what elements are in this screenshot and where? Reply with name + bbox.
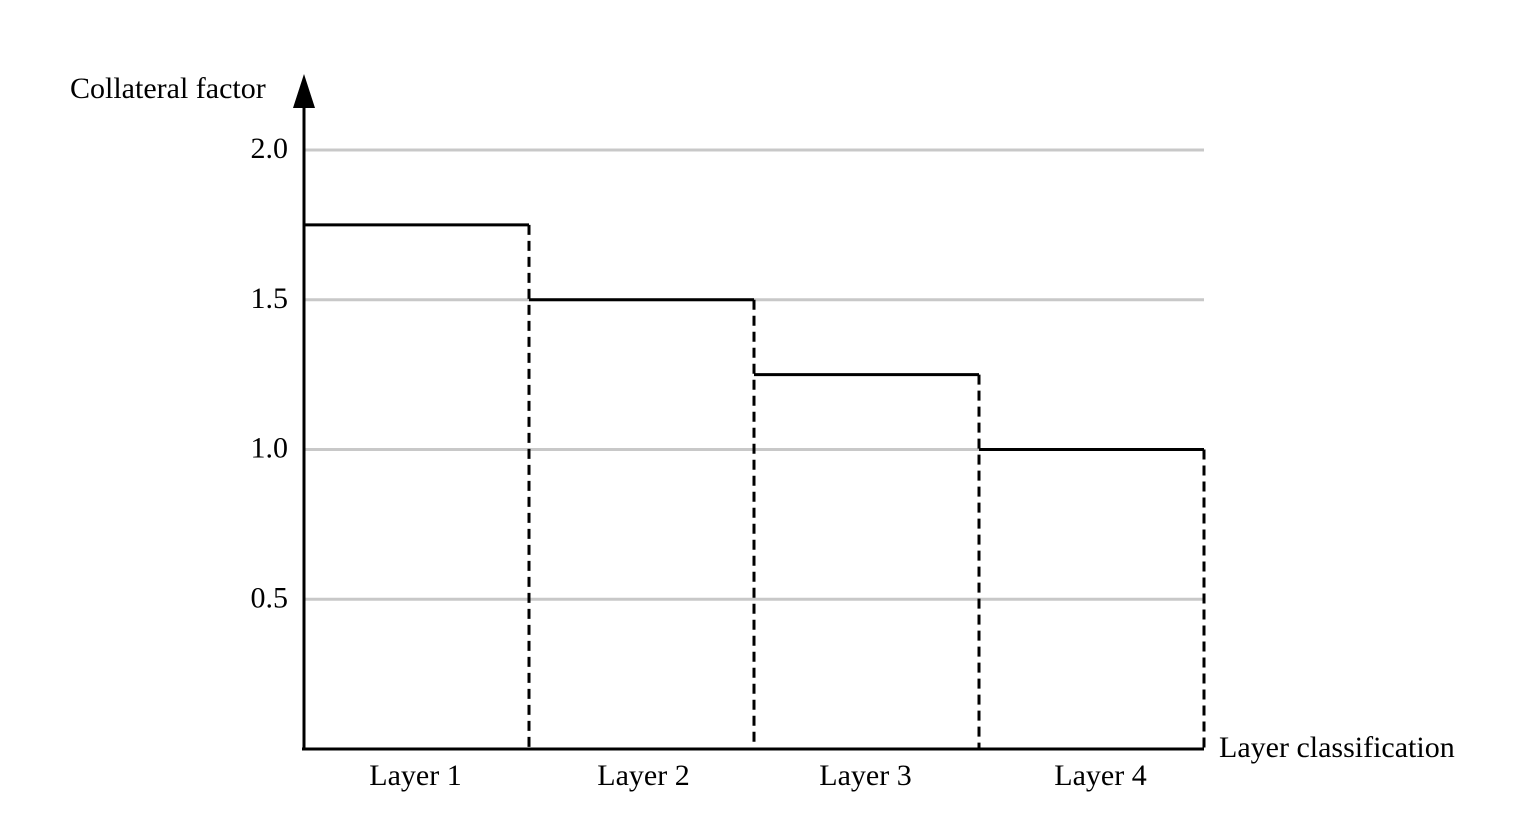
y-tick-label: 2.0 [251,132,289,165]
x-tick-label: Layer 2 [597,759,689,792]
step-bars [304,223,1206,749]
x-tick-labels: Layer 1 Layer 2 Layer 3 Layer 4 [369,759,1146,792]
x-axis-title: Layer classification [1219,731,1455,764]
y-axis-title: Collateral factor [70,72,266,105]
x-tick-label: Layer 4 [1054,759,1146,792]
y-tick-labels: 0.5 1.0 1.5 2.0 [251,132,289,614]
y-axis-arrow-icon [293,74,315,108]
y-tick-label: 1.5 [251,282,289,315]
x-tick-label: Layer 1 [369,759,461,792]
y-tick-label: 1.0 [251,432,289,465]
axes [293,74,1204,751]
x-tick-label: Layer 3 [819,759,911,792]
y-tick-label: 0.5 [251,581,289,614]
labels: Collateral factor Layer classification [70,72,1455,764]
